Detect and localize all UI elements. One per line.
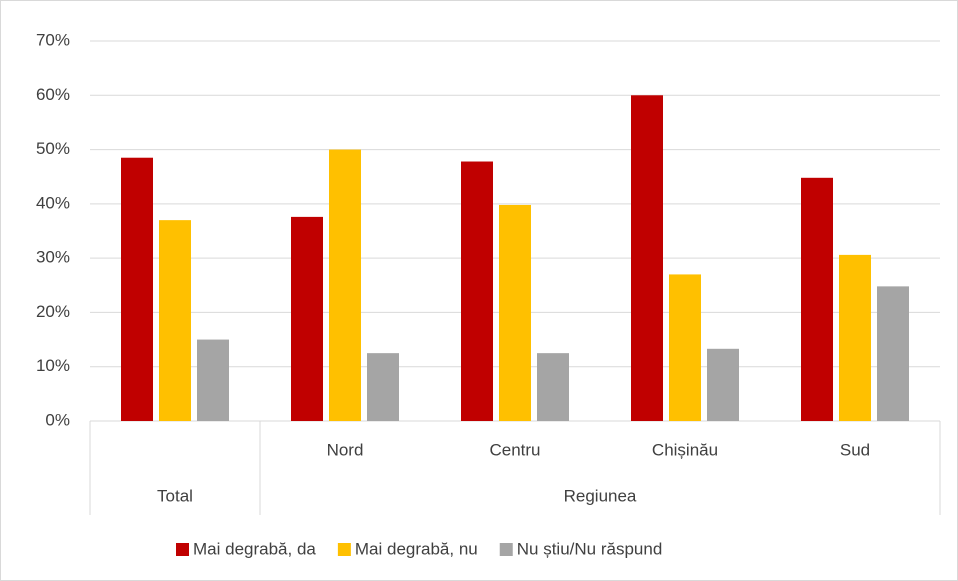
legend-swatch xyxy=(176,543,189,556)
legend-label: Mai degrabă, nu xyxy=(355,539,478,558)
legend-swatch xyxy=(337,543,351,556)
legend-swatch xyxy=(499,543,513,556)
group-label: Total xyxy=(157,486,193,505)
y-tick-label: 20% xyxy=(36,302,70,321)
bar xyxy=(877,286,909,421)
bar xyxy=(499,204,531,421)
bar xyxy=(631,95,663,422)
bar xyxy=(707,348,739,421)
y-tick-label: 60% xyxy=(36,85,70,104)
group-label: Regiunea xyxy=(564,486,637,505)
bar xyxy=(291,216,323,421)
bar xyxy=(329,149,361,422)
legend-label: Mai degrabă, da xyxy=(193,539,316,558)
y-tick-label: 30% xyxy=(36,248,70,267)
bar xyxy=(461,161,493,421)
bar xyxy=(839,254,871,421)
bar xyxy=(367,353,399,421)
y-tick-label: 70% xyxy=(36,30,70,49)
y-tick-label: 40% xyxy=(36,193,70,212)
legend-label: Nu știu/Nu răspund xyxy=(517,539,663,558)
bar xyxy=(121,157,153,421)
bar xyxy=(537,353,569,421)
bar xyxy=(197,339,229,421)
x-tick-label: Centru xyxy=(489,440,540,459)
x-tick-label: Sud xyxy=(840,440,870,459)
bar xyxy=(801,177,833,421)
y-tick-label: 50% xyxy=(36,139,70,158)
y-tick-label: 0% xyxy=(45,410,70,429)
bar xyxy=(159,220,191,421)
x-tick-label: Chișinău xyxy=(652,440,718,459)
bar xyxy=(669,274,701,421)
y-tick-label: 10% xyxy=(36,356,70,375)
x-tick-label: Nord xyxy=(327,440,364,459)
